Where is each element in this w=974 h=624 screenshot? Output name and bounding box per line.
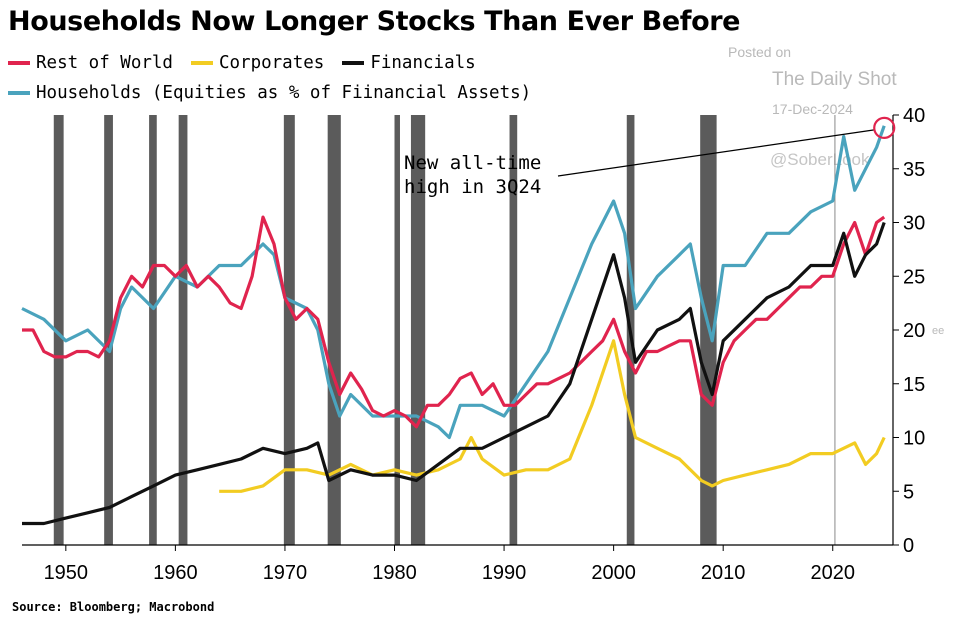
y-tick-label: 0: [903, 535, 914, 557]
x-tick-label: 1970: [263, 562, 308, 584]
watermark-date: 17-Dec-2024: [772, 101, 853, 117]
legend: Rest of World Corporates Financials: [8, 50, 494, 73]
recession-band: [178, 115, 188, 545]
recession-band: [394, 115, 400, 545]
x-tick-label: 1980: [372, 562, 417, 584]
legend-item: Rest of World: [8, 53, 173, 73]
watermark-pct: ee: [932, 325, 945, 337]
annotation-text: New all-time: [404, 152, 541, 174]
y-tick-label: 5: [903, 481, 914, 503]
y-tick-label: 15: [903, 374, 925, 396]
y-tick-label: 35: [903, 159, 925, 181]
legend-swatch: [190, 61, 213, 65]
legend-label: Rest of World: [36, 53, 173, 73]
watermark-handle: @SoberLook: [770, 150, 870, 169]
series-line: [22, 221, 886, 526]
legend-swatch: [8, 61, 30, 65]
recession-band: [53, 115, 64, 545]
legend-item: Households (Equities as % of Fiinancial …: [8, 83, 531, 103]
legend-label: Financials: [370, 53, 476, 73]
legend-swatch: [8, 91, 30, 95]
recession-band: [104, 115, 113, 545]
watermark-posted: Posted on: [728, 44, 792, 60]
legend-item: Financials: [342, 53, 476, 73]
x-tick-label: 2020: [810, 562, 855, 584]
x-tick-label: 2010: [701, 562, 746, 584]
legend-item: Corporates: [190, 53, 325, 73]
series-line: [21, 125, 886, 440]
source-note: Source: Bloomberg; Macrobond: [12, 600, 215, 614]
legend-row-2: Households (Equities as % of Fiinancial …: [8, 80, 549, 103]
y-tick-label: 40: [903, 105, 925, 127]
recession-band: [149, 115, 157, 545]
legend-label: Households (Equities as % of Fiinancial …: [36, 83, 532, 103]
series-line: [219, 339, 886, 493]
x-tick-label: 1950: [44, 562, 89, 584]
legend-swatch: [342, 61, 365, 65]
recession-band: [509, 115, 518, 545]
recession-band: [283, 115, 295, 545]
x-tick-label: 2000: [591, 562, 636, 584]
recession-band: [410, 115, 426, 545]
y-tick-label: 25: [903, 266, 925, 288]
y-tick-label: 30: [903, 213, 925, 235]
legend-label: Corporates: [218, 53, 325, 73]
y-tick-label: 20: [903, 320, 925, 342]
watermark-name: The Daily Shot: [772, 69, 897, 90]
x-tick-label: 1960: [153, 562, 198, 584]
annotation-text: high in 3Q24: [404, 176, 541, 198]
recession-band: [327, 115, 341, 545]
y-tick-label: 10: [903, 428, 925, 450]
annotation-leader: [557, 129, 875, 177]
series-line: [22, 215, 886, 429]
x-tick-label: 1990: [482, 562, 527, 584]
chart-title: Households Now Longer Stocks Than Ever B…: [8, 6, 741, 37]
annotation-marker: [873, 116, 896, 140]
